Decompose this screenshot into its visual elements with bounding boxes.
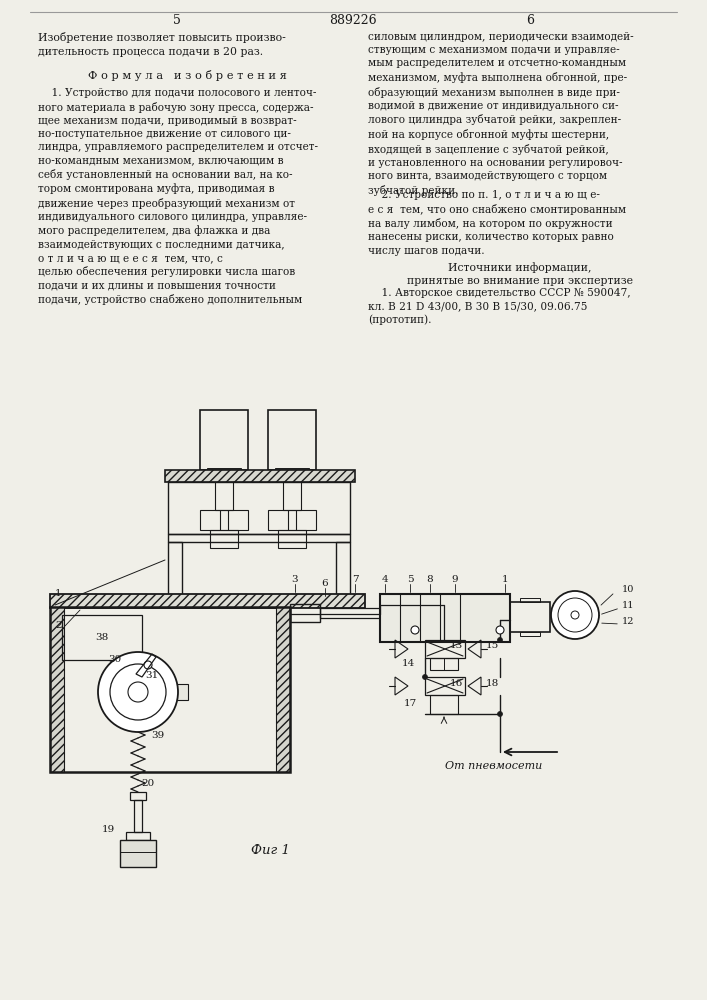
Circle shape <box>411 626 419 634</box>
Text: От пневмосети: От пневмосети <box>445 761 542 771</box>
Text: 1. Авторское свидетельство СССР № 590047,
кл. В 21 D 43/00, В 30 В 15/30, 09.06.: 1. Авторское свидетельство СССР № 590047… <box>368 288 631 325</box>
Bar <box>283 470 301 510</box>
Text: 20: 20 <box>141 780 155 788</box>
Text: 5: 5 <box>173 13 181 26</box>
Text: 19: 19 <box>101 826 115 834</box>
Text: 15: 15 <box>486 642 498 650</box>
Circle shape <box>558 598 592 632</box>
Circle shape <box>423 674 428 680</box>
Bar <box>165 470 355 482</box>
Circle shape <box>498 712 503 716</box>
Bar <box>210 530 238 548</box>
Text: Ф о р м у л а   и з о б р е т е н и я: Ф о р м у л а и з о б р е т е н и я <box>88 70 286 81</box>
Text: 9: 9 <box>452 576 458 584</box>
Bar <box>168 482 350 534</box>
Text: 6: 6 <box>526 13 534 26</box>
Text: 38: 38 <box>95 634 109 643</box>
Bar <box>50 607 290 772</box>
Bar <box>126 832 150 840</box>
Bar <box>430 658 458 670</box>
Text: 18: 18 <box>486 680 498 688</box>
Bar <box>336 542 350 600</box>
Circle shape <box>571 611 579 619</box>
Bar <box>510 602 550 632</box>
Text: 39: 39 <box>151 730 165 740</box>
Bar <box>430 695 458 714</box>
Text: 1: 1 <box>502 576 508 584</box>
Text: 12: 12 <box>622 617 634 626</box>
Bar <box>166 684 188 700</box>
Text: Изобретение позволяет повысить произво-
дительность процесса подачи в 20 раз.: Изобретение позволяет повысить произво- … <box>38 32 286 57</box>
Text: Источники информации,
принятые во внимание при экспертизе: Источники информации, принятые во вниман… <box>407 262 633 286</box>
Text: 14: 14 <box>402 660 414 668</box>
Bar <box>320 608 380 618</box>
Text: 31: 31 <box>146 670 158 680</box>
Circle shape <box>110 664 166 720</box>
Circle shape <box>498 638 503 643</box>
Bar <box>168 534 350 542</box>
Circle shape <box>128 682 148 702</box>
Text: 7: 7 <box>351 576 358 584</box>
Bar <box>520 598 540 602</box>
Bar <box>275 468 309 472</box>
Bar <box>62 615 142 660</box>
Bar <box>268 510 316 530</box>
Text: 2. Устройство по п. 1, о т л и ч а ю щ е-
е с я  тем, что оно снабжено смонтиров: 2. Устройство по п. 1, о т л и ч а ю щ е… <box>368 190 626 256</box>
Bar <box>200 510 248 530</box>
Circle shape <box>551 591 599 639</box>
Bar <box>130 792 146 800</box>
Bar <box>215 470 233 510</box>
Text: 13: 13 <box>450 642 462 650</box>
Text: 5: 5 <box>407 576 414 584</box>
Bar <box>168 542 182 600</box>
Text: 2: 2 <box>55 621 62 631</box>
Circle shape <box>98 652 178 732</box>
Text: 6: 6 <box>322 580 328 588</box>
Text: 1. Устройство для подачи полосового и ленточ-
ного материала в рабочую зону прес: 1. Устройство для подачи полосового и ле… <box>38 88 318 305</box>
Text: 889226: 889226 <box>329 13 377 26</box>
Text: 11: 11 <box>622 601 634 610</box>
Bar <box>425 640 465 658</box>
Bar <box>134 800 142 832</box>
Bar <box>200 410 248 470</box>
Text: 10: 10 <box>622 585 634 594</box>
Bar <box>50 607 64 772</box>
Bar <box>268 410 316 470</box>
Bar <box>50 594 365 608</box>
Text: 3: 3 <box>292 576 298 584</box>
Text: Фиг 1: Фиг 1 <box>250 844 289 856</box>
Bar <box>380 594 510 642</box>
Bar <box>276 607 290 772</box>
Bar <box>120 840 156 867</box>
Text: 8: 8 <box>427 576 433 584</box>
Text: 4: 4 <box>382 576 388 584</box>
Text: 30: 30 <box>108 656 122 664</box>
Bar <box>290 604 320 622</box>
Text: 1: 1 <box>55 589 62 598</box>
Text: 16: 16 <box>450 680 462 688</box>
Circle shape <box>496 626 504 634</box>
Bar <box>520 632 540 636</box>
Circle shape <box>144 661 152 669</box>
Bar <box>148 687 168 697</box>
Bar <box>278 530 306 548</box>
Bar <box>207 468 241 472</box>
Bar <box>425 677 465 695</box>
Text: силовым цилиндром, периодически взаимодей-
ствующим с механизмом подачи и управл: силовым цилиндром, периодически взаимоде… <box>368 32 633 196</box>
Text: 17: 17 <box>404 698 416 708</box>
